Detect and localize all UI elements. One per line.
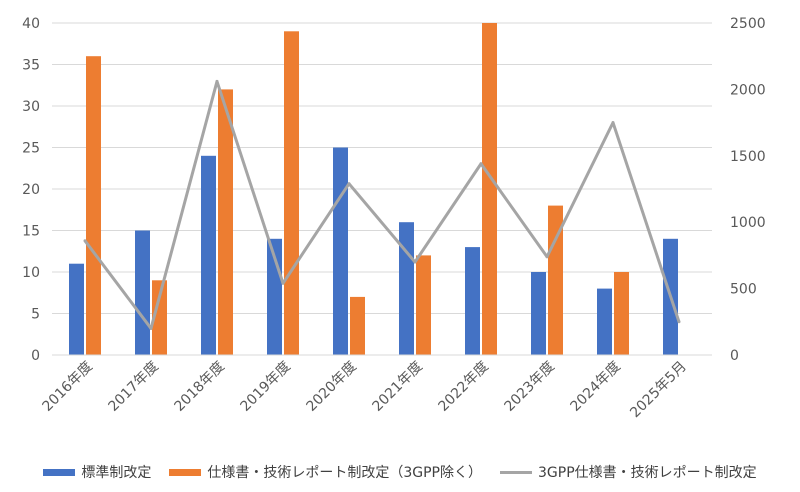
legend: 標準制改定 仕様書・技術レポート制改定（3GPP除く） 3GPP仕様書・技術レポ… bbox=[0, 462, 800, 482]
x-tick-label: 2020年度 bbox=[304, 359, 360, 415]
y-left-tick-label: 5 bbox=[31, 307, 40, 323]
line-point-3gpp-specs bbox=[479, 162, 483, 166]
legend-swatch-standards bbox=[43, 468, 76, 476]
y-right-tick-label: 500 bbox=[730, 282, 757, 298]
bar-specs-excl-3gpp bbox=[86, 56, 101, 355]
y-right-tick-label: 2500 bbox=[730, 16, 766, 32]
y-left-tick-label: 25 bbox=[22, 141, 40, 157]
x-tick-label: 2018年度 bbox=[172, 359, 228, 415]
legend-item-specs-excl-3gpp: 仕様書・技術レポート制改定（3GPP除く） bbox=[169, 462, 482, 482]
bar-specs-excl-3gpp bbox=[350, 296, 365, 355]
y-right-tick-label: 0 bbox=[730, 348, 739, 364]
bar-standards bbox=[201, 155, 216, 355]
line-3gpp-specs bbox=[83, 79, 681, 330]
bar-specs-excl-3gpp bbox=[614, 272, 629, 355]
legend-label-specs-excl-3gpp: 仕様書・技術レポート制改定（3GPP除く） bbox=[207, 465, 482, 481]
legend-item-3gpp-specs: 3GPP仕様書・技術レポート制改定 bbox=[500, 462, 757, 482]
legend-swatch-specs-excl-3gpp bbox=[169, 468, 202, 476]
bar-specs-excl-3gpp bbox=[152, 280, 167, 355]
bar-specs-excl-3gpp bbox=[284, 31, 299, 356]
bar-standards bbox=[69, 263, 84, 355]
x-tick-label: 2017年度 bbox=[106, 359, 162, 415]
y-left-tick-label: 20 bbox=[22, 182, 40, 198]
x-tick-label: 2023年度 bbox=[502, 359, 558, 415]
bar-specs-excl-3gpp bbox=[416, 255, 431, 355]
y-right-tick-label: 1000 bbox=[730, 215, 766, 231]
y-left-tick-label: 30 bbox=[22, 99, 40, 115]
y-left-tick-label: 15 bbox=[22, 224, 40, 240]
bar-standards bbox=[135, 230, 150, 355]
y-left-tick-label: 0 bbox=[31, 348, 40, 364]
legend-item-standards: 標準制改定 bbox=[43, 462, 151, 482]
line-point-3gpp-specs bbox=[281, 281, 285, 285]
y-left-tick-label: 40 bbox=[22, 16, 40, 32]
x-tick-label: 2024年度 bbox=[568, 359, 624, 415]
y-left-tick-label: 10 bbox=[22, 265, 40, 281]
x-tick-label: 2021年度 bbox=[370, 359, 426, 415]
y-right-tick-label: 1500 bbox=[730, 149, 766, 165]
y-left-tick-label: 35 bbox=[22, 58, 40, 74]
chart-plot: 0 5 10 15 20 25 30 35 40 0 500 1000 1500 2000 2500 2016… bbox=[22, 16, 766, 422]
bar-standards bbox=[399, 222, 414, 355]
bar-standards bbox=[465, 247, 480, 355]
line-point-3gpp-specs bbox=[215, 79, 219, 83]
x-tick-label: 2016年度 bbox=[40, 359, 96, 415]
line-point-3gpp-specs bbox=[545, 255, 549, 259]
x-tick-label: 2022年度 bbox=[436, 359, 492, 415]
line-point-3gpp-specs bbox=[677, 320, 681, 324]
line-point-3gpp-specs bbox=[413, 260, 417, 264]
line-point-3gpp-specs bbox=[149, 326, 153, 330]
legend-swatch-3gpp-specs bbox=[500, 470, 532, 474]
legend-label-standards: 標準制改定 bbox=[81, 465, 152, 481]
bar-standards bbox=[597, 288, 612, 355]
y-right-tick-label: 2000 bbox=[730, 82, 766, 98]
bar-standards bbox=[531, 272, 546, 355]
bar-specs-excl-3gpp bbox=[218, 89, 233, 356]
line-point-3gpp-specs bbox=[83, 239, 87, 243]
line-point-3gpp-specs bbox=[611, 121, 615, 125]
bar-standards bbox=[333, 147, 348, 355]
x-tick-label: 2019年度 bbox=[238, 359, 294, 415]
legend-label-3gpp-specs: 3GPP仕様書・技術レポート制改定 bbox=[538, 465, 757, 481]
bar-specs-excl-3gpp bbox=[482, 23, 497, 355]
bar-specs-excl-3gpp bbox=[548, 205, 563, 355]
line-point-3gpp-specs bbox=[347, 182, 351, 186]
x-tick-label: 2025年5月 bbox=[627, 359, 690, 422]
